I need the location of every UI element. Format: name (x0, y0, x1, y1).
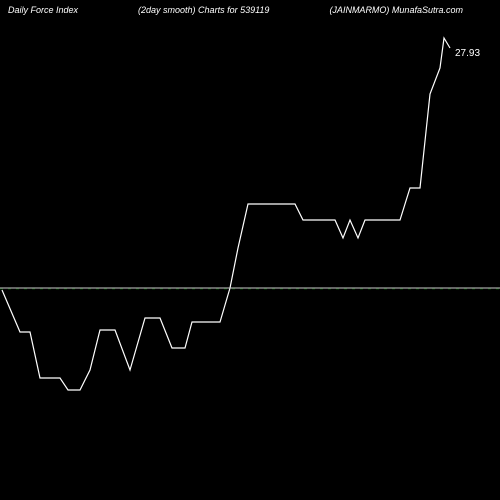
title-left: Daily Force Index (8, 5, 78, 15)
title-right: (JAINMARMO) MunafaSutra.com (329, 5, 463, 15)
last-value-label: 27.93 (455, 48, 480, 59)
title-center: (2day smooth) Charts for 539119 (138, 5, 269, 15)
chart-area: 27.93 (0, 20, 500, 490)
force-index-line (0, 20, 500, 490)
chart-header: Daily Force Index (2day smooth) Charts f… (0, 0, 500, 20)
